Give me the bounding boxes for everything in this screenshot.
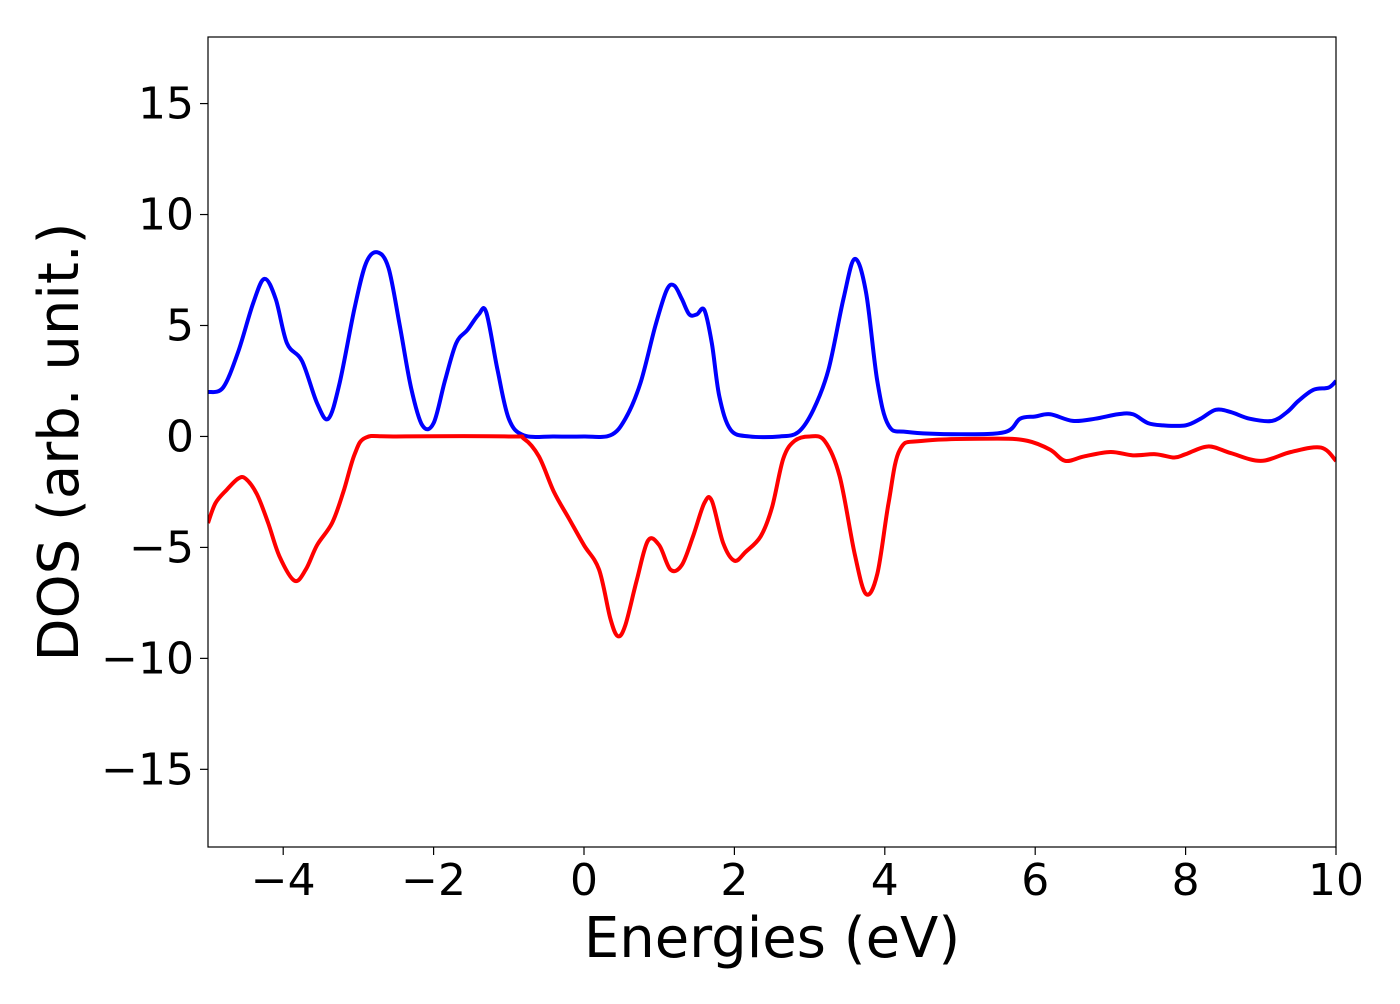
y-tick-label: 5 xyxy=(166,300,194,351)
x-tick-label: 2 xyxy=(720,855,748,906)
x-tick-label: 6 xyxy=(1021,855,1049,906)
x-tick-label: 10 xyxy=(1308,855,1364,906)
y-tick-label: 0 xyxy=(166,411,194,462)
y-tick-label: −10 xyxy=(101,633,194,684)
x-tick-label: −2 xyxy=(401,855,466,906)
series-layer xyxy=(208,250,1336,639)
series-line-blue xyxy=(208,250,1336,440)
y-tick-label: 15 xyxy=(138,79,194,130)
series-line-red xyxy=(208,433,1336,639)
x-tick-label: 4 xyxy=(871,855,899,906)
x-axis: −4 −2 0 2 4 6 8 10 xyxy=(251,847,1364,906)
y-tick-label: 10 xyxy=(138,190,194,241)
y-tick-label: −15 xyxy=(101,744,194,795)
x-axis-title: Energies (eV) xyxy=(584,906,960,971)
x-tick-label: −4 xyxy=(251,855,316,906)
y-axis-title: DOS (arb. unit.) xyxy=(27,222,92,661)
y-tick-label: −5 xyxy=(129,522,194,573)
x-tick-label: 0 xyxy=(570,855,598,906)
x-tick-label: 8 xyxy=(1172,855,1200,906)
y-axis: −15 −10 −5 0 5 10 15 xyxy=(101,79,208,795)
plot-frame xyxy=(207,36,1337,848)
